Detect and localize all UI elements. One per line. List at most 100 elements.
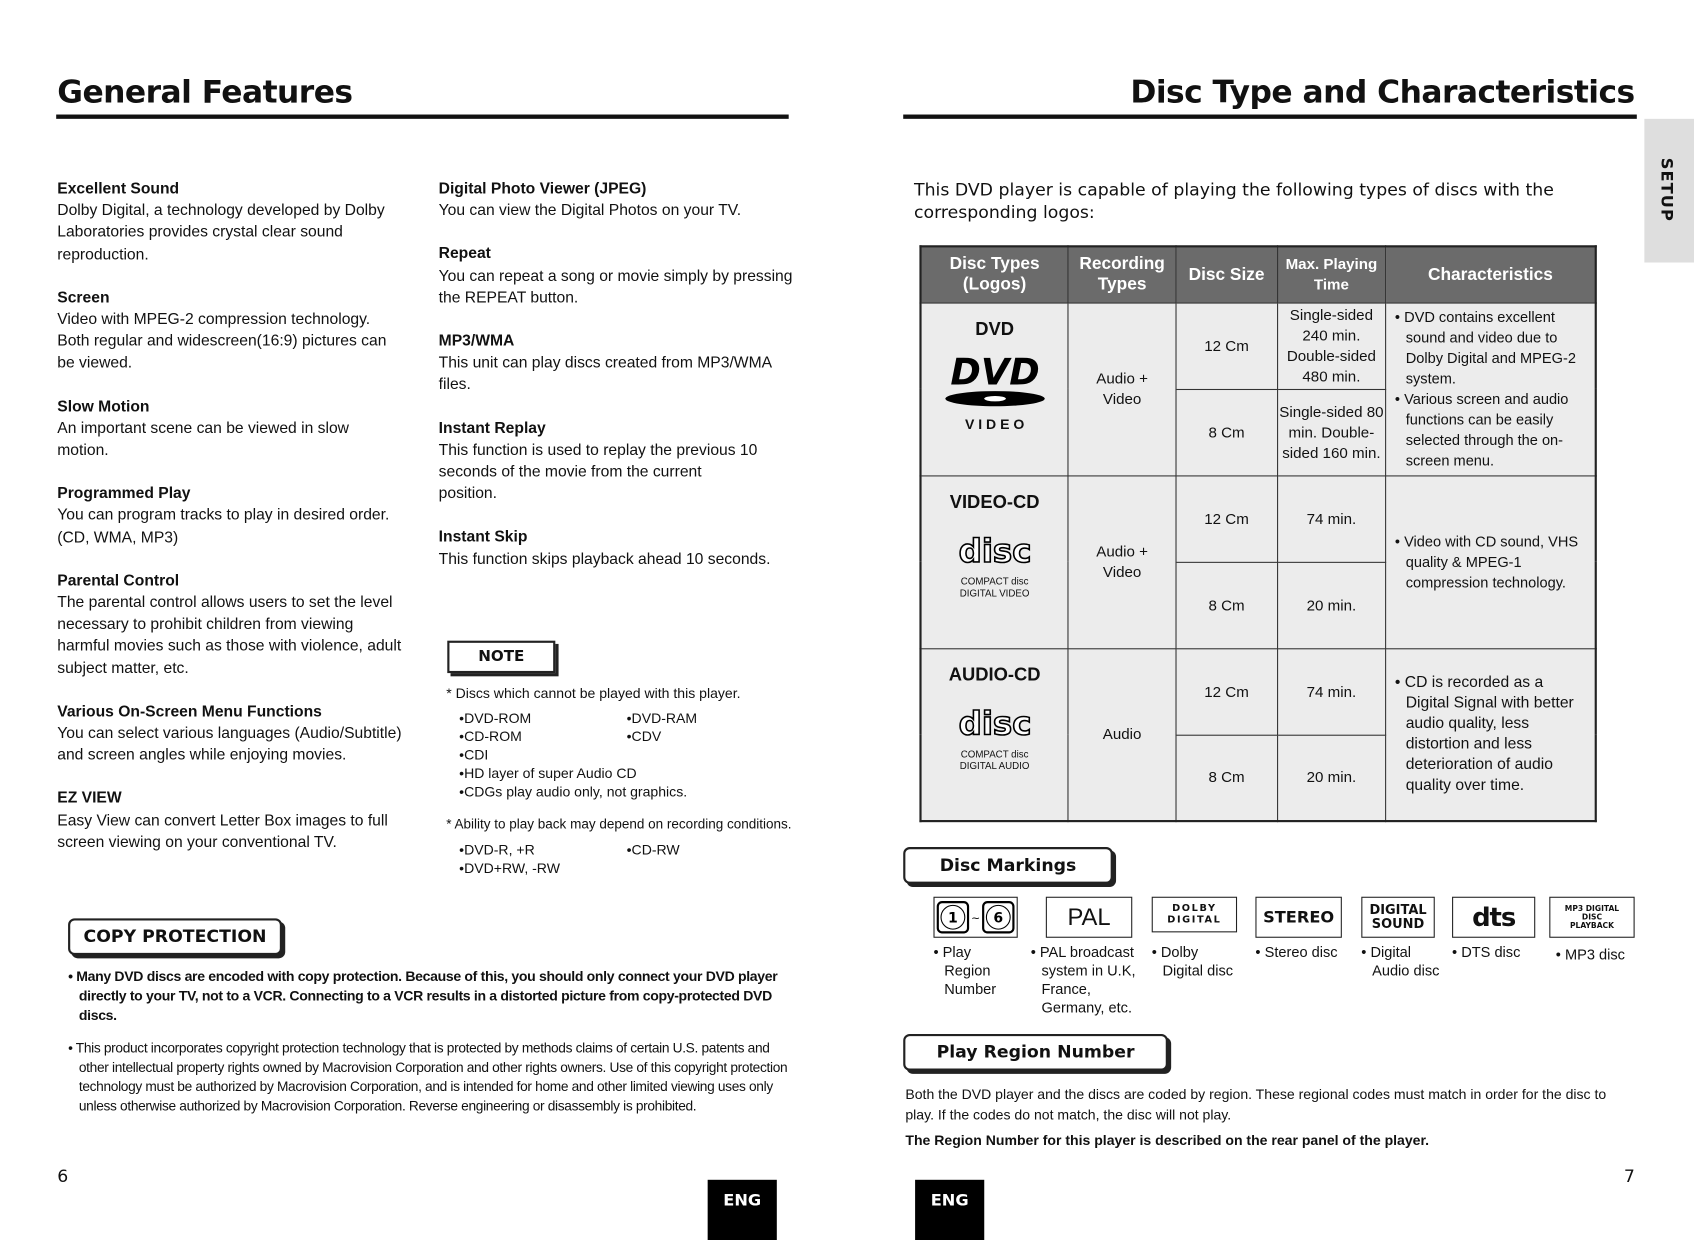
note-star-2: * Ability to play back may depend on rec… bbox=[446, 816, 792, 832]
title-rule bbox=[56, 114, 789, 119]
disc-size: 8 Cm bbox=[1175, 561, 1278, 649]
note-list-item: •CD-RW bbox=[626, 841, 680, 858]
feature-heading: Various On-Screen Menu Functions bbox=[57, 703, 322, 721]
features-column-2: Digital Photo Viewer (JPEG) You can view … bbox=[439, 178, 796, 592]
playing-time: 74 min. bbox=[1276, 647, 1387, 736]
playing-time: 20 min. bbox=[1276, 561, 1387, 649]
feature-heading: Instant Replay bbox=[438, 419, 546, 438]
header-characteristics: Characteristics bbox=[1385, 245, 1597, 304]
marking-dolby: DOLBY DIGITAL • Dolby Digital disc bbox=[1151, 896, 1238, 980]
feature-item: Various On-Screen Menu Functions You can … bbox=[57, 701, 403, 766]
feature-heading: Slow Motion bbox=[57, 398, 150, 416]
feature-item: Screen Video with MPEG-2 compression tech… bbox=[57, 287, 403, 374]
recording-type: Audio bbox=[1067, 647, 1177, 822]
feature-text: You can repeat a song or movie simply by… bbox=[438, 267, 793, 307]
region-globe-icon: 1 ~6 bbox=[933, 896, 1018, 938]
marking-pal: PAL • PAL broadcast system in U.K, Franc… bbox=[1030, 896, 1150, 1017]
feature-text: An important scene can be viewed in slow… bbox=[57, 420, 349, 460]
feature-heading: MP3/WMA bbox=[438, 332, 515, 351]
feature-item: Repeat You can repeat a song or movie sim… bbox=[439, 244, 796, 309]
feature-text: This unit can play discs created from MP… bbox=[438, 354, 772, 394]
video-cd-logo-cell: VIDEO-CD disc COMPACT disc DIGITAL VIDEO bbox=[919, 474, 1069, 649]
disc-type-name: AUDIO-CD bbox=[948, 663, 1041, 685]
feature-text: Video with MPEG-2 compression technology… bbox=[57, 311, 387, 373]
title-rule bbox=[903, 114, 1637, 119]
marking-caption: • Stereo disc bbox=[1255, 944, 1338, 961]
mp3-logo: MP3 DIGITAL DISC PLAYBACK bbox=[1549, 896, 1635, 938]
language-tab-left: ENG bbox=[707, 1179, 777, 1240]
note-list-item: •CDGs play audio only, not graphics. bbox=[459, 783, 688, 800]
feature-text: This function skips playback ahead 10 se… bbox=[438, 550, 771, 568]
playing-time: 20 min. bbox=[1276, 734, 1387, 822]
svg-text:DVD: DVD bbox=[950, 354, 1039, 393]
feature-heading: Digital Photo Viewer (JPEG) bbox=[438, 180, 647, 198]
compact-disc-video-logo-icon: disc bbox=[957, 530, 1031, 570]
table-row: 8 Cm 20 min. bbox=[921, 561, 1596, 649]
feature-item: MP3/WMA This unit can play discs created … bbox=[439, 331, 796, 396]
disc-size: 12 Cm bbox=[1175, 474, 1278, 563]
dvd-video-logo-icon: DVD bbox=[944, 350, 1045, 406]
video-cd-logo-text: COMPACT disc DIGITAL VIDEO bbox=[959, 575, 1030, 599]
feature-text: The parental control allows users to set… bbox=[57, 594, 402, 678]
audio-cd-logo-text: COMPACT disc DIGITAL AUDIO bbox=[959, 748, 1030, 771]
audio-cd-logo-cell: AUDIO-CD disc COMPACT disc DIGITAL AUDIO bbox=[919, 647, 1069, 822]
table-row: VIDEO-CD disc COMPACT disc DIGITAL VIDEO… bbox=[919, 474, 1597, 649]
setup-tab-label: SETUP bbox=[1657, 157, 1677, 222]
feature-item: Digital Photo Viewer (JPEG) You can view … bbox=[439, 178, 796, 222]
recording-type: Audio + Video bbox=[1067, 474, 1177, 649]
pal-logo: PAL bbox=[1045, 896, 1133, 938]
feature-item: Programmed Play You can program tracks to… bbox=[57, 483, 403, 548]
table-row: 8 Cm Single-sided 80 min. Double-sided 1… bbox=[921, 388, 1596, 476]
marking-stereo: STEREO • Stereo disc bbox=[1255, 896, 1352, 962]
disc-size: 8 Cm bbox=[1175, 734, 1278, 822]
header-disc-types: Disc Types (Logos) bbox=[919, 245, 1069, 304]
disc-size: 12 Cm bbox=[1175, 301, 1278, 390]
feature-item: Instant Replay This function is used to r… bbox=[439, 418, 763, 505]
svg-text:disc: disc bbox=[958, 531, 1031, 569]
feature-heading: Repeat bbox=[438, 245, 491, 263]
compact-disc-audio-logo-icon: disc bbox=[957, 703, 1031, 743]
page-number-left: 6 bbox=[57, 1165, 69, 1187]
copy-bold-paragraph: • Many DVD discs are encoded with copy p… bbox=[68, 968, 778, 1024]
page-title-general-features: General Features bbox=[57, 73, 353, 111]
marking-mp3: MP3 DIGITAL DISC PLAYBACK • MP3 disc bbox=[1549, 896, 1635, 964]
feature-heading: Instant Skip bbox=[438, 528, 528, 547]
feature-text: You can view the Digital Photos on your … bbox=[438, 202, 742, 220]
digital-sound-logo: DIGITAL SOUND bbox=[1361, 896, 1435, 938]
note-star-1: * Discs which cannot be played with this… bbox=[446, 684, 741, 702]
note-list-item: •CD-ROM bbox=[459, 728, 522, 745]
features-column-1: Excellent Sound Dolby Digital, a technolo… bbox=[57, 178, 403, 875]
playing-time: Single-sided 240 min. Double-sided 480 m… bbox=[1276, 301, 1387, 390]
note-list-item: •DVD-R, +R bbox=[459, 841, 535, 858]
marking-caption: • Play Region Number bbox=[933, 944, 997, 998]
copy-protection-label: COPY PROTECTION bbox=[68, 918, 282, 956]
note-section: * Discs which cannot be played with this… bbox=[446, 684, 803, 877]
disc-markings-label: Disc Markings bbox=[903, 847, 1113, 884]
disc-types-table: Disc Types (Logos) Recording Types Disc … bbox=[919, 245, 1597, 823]
table-row: 8 Cm 20 min. bbox=[921, 734, 1596, 822]
table-row: DVD DVD V I D E O Audio + Video 12 Cm Si… bbox=[919, 301, 1597, 476]
svg-text:1: 1 bbox=[948, 911, 958, 927]
copy-normal-paragraph: • This product incorporates copyright pr… bbox=[68, 1040, 788, 1114]
header-max-playing-time: Max. Playing Time bbox=[1276, 245, 1387, 304]
header-recording-types: Recording Types bbox=[1067, 245, 1177, 304]
dts-logo: dts bbox=[1452, 896, 1536, 938]
svg-text:~: ~ bbox=[971, 912, 980, 925]
region-paragraph: Both the DVD player and the discs are co… bbox=[905, 1085, 1607, 1122]
table-row: AUDIO-CD disc COMPACT disc DIGITAL AUDIO… bbox=[919, 647, 1597, 822]
copy-protection-text: • Many DVD discs are encoded with copy p… bbox=[68, 967, 794, 1116]
marking-caption: • Dolby Digital disc bbox=[1151, 944, 1234, 979]
setup-side-tab[interactable]: SETUP bbox=[1644, 118, 1694, 263]
disc-type-name: DVD bbox=[975, 318, 1015, 339]
feature-item: Parental Control The parental control all… bbox=[57, 570, 403, 679]
feature-heading: Programmed Play bbox=[57, 485, 191, 503]
language-tab-right: ENG bbox=[915, 1179, 985, 1240]
marking-caption: • PAL broadcast system in U.K, France, G… bbox=[1030, 944, 1136, 1016]
note-list-item: •CDV bbox=[626, 728, 662, 745]
feature-item: Slow Motion An important scene can be vie… bbox=[57, 396, 403, 461]
note-list-item: •DVD+RW, -RW bbox=[459, 859, 560, 877]
note-list-item: •HD layer of super Audio CD bbox=[459, 764, 637, 782]
playing-time: Single-sided 80 min. Double-sided 160 mi… bbox=[1276, 388, 1387, 476]
play-region-number-label: Play Region Number bbox=[903, 1033, 1168, 1071]
note-list-item: •DVD-RAM bbox=[626, 709, 698, 727]
